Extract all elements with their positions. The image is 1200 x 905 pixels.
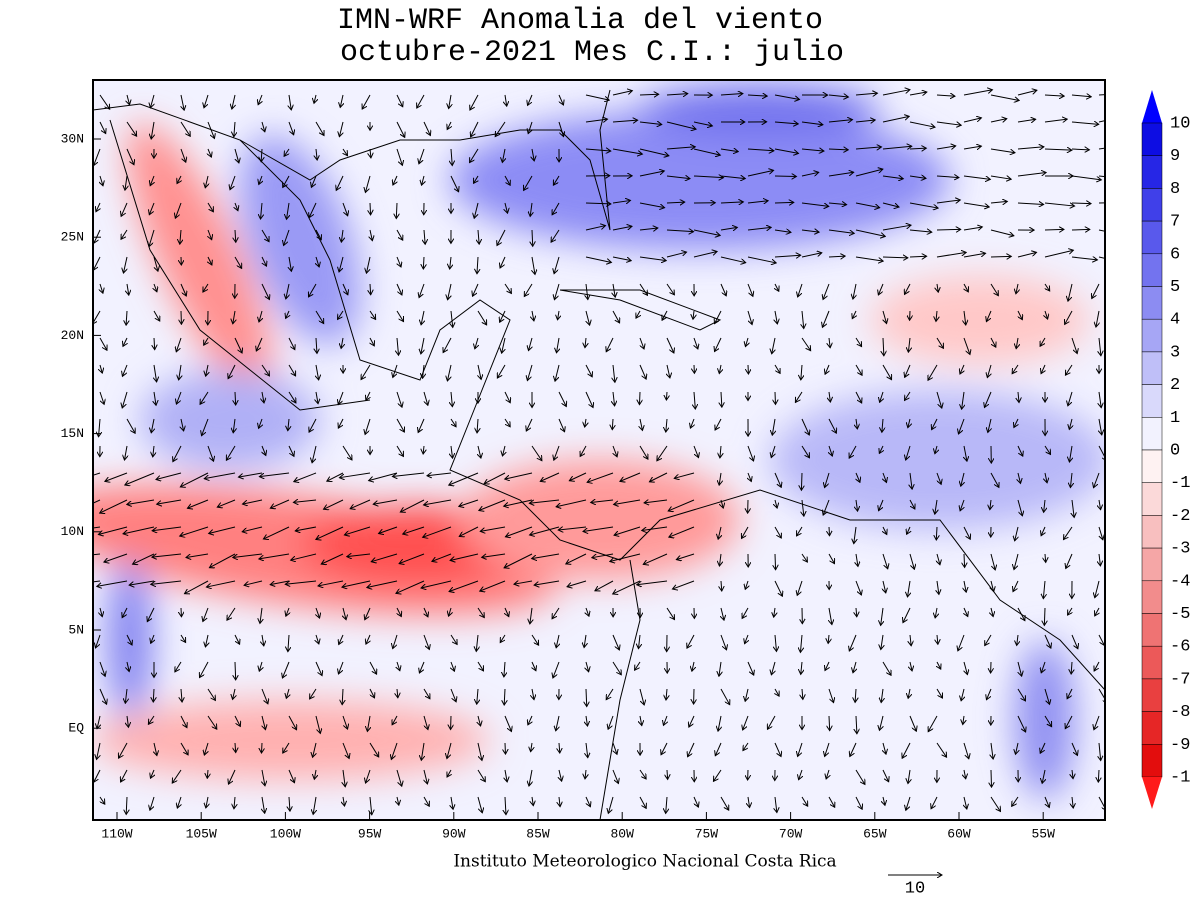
colorbar-box bbox=[1142, 352, 1162, 385]
colorbar-box bbox=[1142, 319, 1162, 352]
wind-arrow bbox=[1072, 229, 1090, 230]
colorbar-box bbox=[1142, 417, 1162, 450]
title-line-2: octubre-2021 Mes C.I.: julio bbox=[340, 36, 844, 70]
lon-label: 55W bbox=[1031, 826, 1055, 841]
wind-arrow bbox=[964, 554, 965, 567]
wind-arrow bbox=[666, 392, 667, 400]
reference-vector-label: 10 bbox=[905, 879, 925, 898]
colorbar-label: 8 bbox=[1170, 180, 1180, 199]
colorbar-box bbox=[1142, 646, 1162, 679]
colorbar-label: 1 bbox=[1170, 409, 1180, 428]
title-line-1: IMN-WRF Anomalia del viento bbox=[337, 4, 823, 38]
wind-arrow bbox=[667, 770, 668, 779]
wind-arrow bbox=[1098, 770, 1099, 782]
lon-label: 70W bbox=[779, 826, 803, 841]
colorbar-box bbox=[1142, 254, 1162, 287]
wind-arrow bbox=[1045, 229, 1064, 230]
lat-label: 15N bbox=[61, 426, 84, 441]
wind-arrow bbox=[1045, 554, 1046, 562]
colorbar-label: -9 bbox=[1170, 736, 1190, 755]
lon-label: 105W bbox=[186, 826, 217, 841]
lat-label: 5N bbox=[68, 622, 84, 637]
colorbar-label: -3 bbox=[1170, 540, 1190, 559]
colorbar-label: -7 bbox=[1170, 670, 1190, 689]
wind-arrow bbox=[991, 770, 992, 787]
colorbar-box bbox=[1142, 548, 1162, 581]
wind-arrow bbox=[775, 554, 776, 570]
colorbar-label: 7 bbox=[1170, 213, 1180, 232]
colorbar-box bbox=[1142, 744, 1162, 777]
colorbar-box bbox=[1142, 581, 1162, 614]
colorbar-label: 6 bbox=[1170, 245, 1180, 264]
colorbar-label: 0 bbox=[1170, 441, 1180, 460]
colorbar-box bbox=[1142, 221, 1162, 254]
colorbar-box bbox=[1142, 712, 1162, 745]
colorbar-bottom bbox=[1142, 777, 1162, 809]
wind-arrow bbox=[775, 202, 794, 203]
colorbar-box bbox=[1142, 156, 1162, 189]
lon-label: 65W bbox=[863, 826, 887, 841]
wind-arrow bbox=[154, 338, 155, 350]
colorbar-label: -4 bbox=[1170, 572, 1190, 591]
wind-arrow bbox=[370, 203, 371, 215]
wind-arrow bbox=[936, 527, 937, 540]
wind-arrow bbox=[235, 662, 236, 680]
colorbar-label: -1 bbox=[1170, 474, 1190, 493]
wind-arrow bbox=[1044, 608, 1045, 625]
wind-arrow bbox=[775, 392, 776, 404]
colorbar-box bbox=[1142, 483, 1162, 516]
colorbar-box bbox=[1142, 614, 1162, 647]
wind-arrow bbox=[991, 256, 1011, 257]
lon-label: 75W bbox=[695, 826, 719, 841]
colorbar-label: 9 bbox=[1170, 147, 1180, 166]
lat-label: 10N bbox=[61, 524, 84, 539]
colorbar-top bbox=[1142, 90, 1162, 123]
colorbar-box bbox=[1142, 123, 1162, 156]
wind-arrow bbox=[396, 203, 397, 218]
anomaly-field bbox=[35, 80, 1128, 820]
colorbar-box bbox=[1142, 287, 1162, 320]
wind-arrow bbox=[235, 392, 236, 405]
lon-label: 100W bbox=[270, 826, 301, 841]
colorbar-label: -1 bbox=[1170, 768, 1190, 787]
wind-arrow bbox=[370, 284, 371, 295]
colorbar-label: 10 bbox=[1170, 114, 1190, 133]
lon-label: 60W bbox=[947, 826, 971, 841]
colorbar-label: -5 bbox=[1170, 605, 1190, 624]
lat-label: EQ bbox=[68, 721, 84, 736]
wind-arrow bbox=[1072, 203, 1091, 204]
colorbar-box bbox=[1142, 679, 1162, 712]
wind-arrow bbox=[937, 229, 961, 230]
wind-arrow bbox=[829, 716, 830, 731]
lon-label: 85W bbox=[526, 826, 550, 841]
colorbar-label: -6 bbox=[1170, 638, 1190, 657]
wind-arrow bbox=[261, 743, 262, 753]
colorbar-label: 4 bbox=[1170, 311, 1180, 330]
wind-arrow bbox=[639, 392, 640, 405]
lon-label: 95W bbox=[358, 826, 382, 841]
colorbar-box bbox=[1142, 450, 1162, 483]
colorbar-label: 3 bbox=[1170, 343, 1180, 362]
colorbar-label: 2 bbox=[1170, 376, 1180, 395]
colorbar-label: -2 bbox=[1170, 507, 1190, 526]
lat-label: 25N bbox=[61, 230, 84, 245]
colorbar-box bbox=[1142, 188, 1162, 221]
wind-arrow bbox=[423, 257, 424, 269]
lon-label: 90W bbox=[442, 826, 466, 841]
lat-label: 20N bbox=[61, 328, 84, 343]
lat-label: 30N bbox=[61, 131, 84, 146]
colorbar-label: -8 bbox=[1170, 703, 1190, 722]
lon-label: 80W bbox=[610, 826, 634, 841]
wind-arrow bbox=[829, 527, 830, 536]
colorbar-label: 5 bbox=[1170, 278, 1180, 297]
credit: Instituto Meteorologico Nacional Costa R… bbox=[453, 852, 836, 872]
colorbar-box bbox=[1142, 385, 1162, 418]
lon-label: 110W bbox=[101, 826, 132, 841]
colorbar-box bbox=[1142, 515, 1162, 548]
wind-arrow bbox=[801, 473, 802, 490]
